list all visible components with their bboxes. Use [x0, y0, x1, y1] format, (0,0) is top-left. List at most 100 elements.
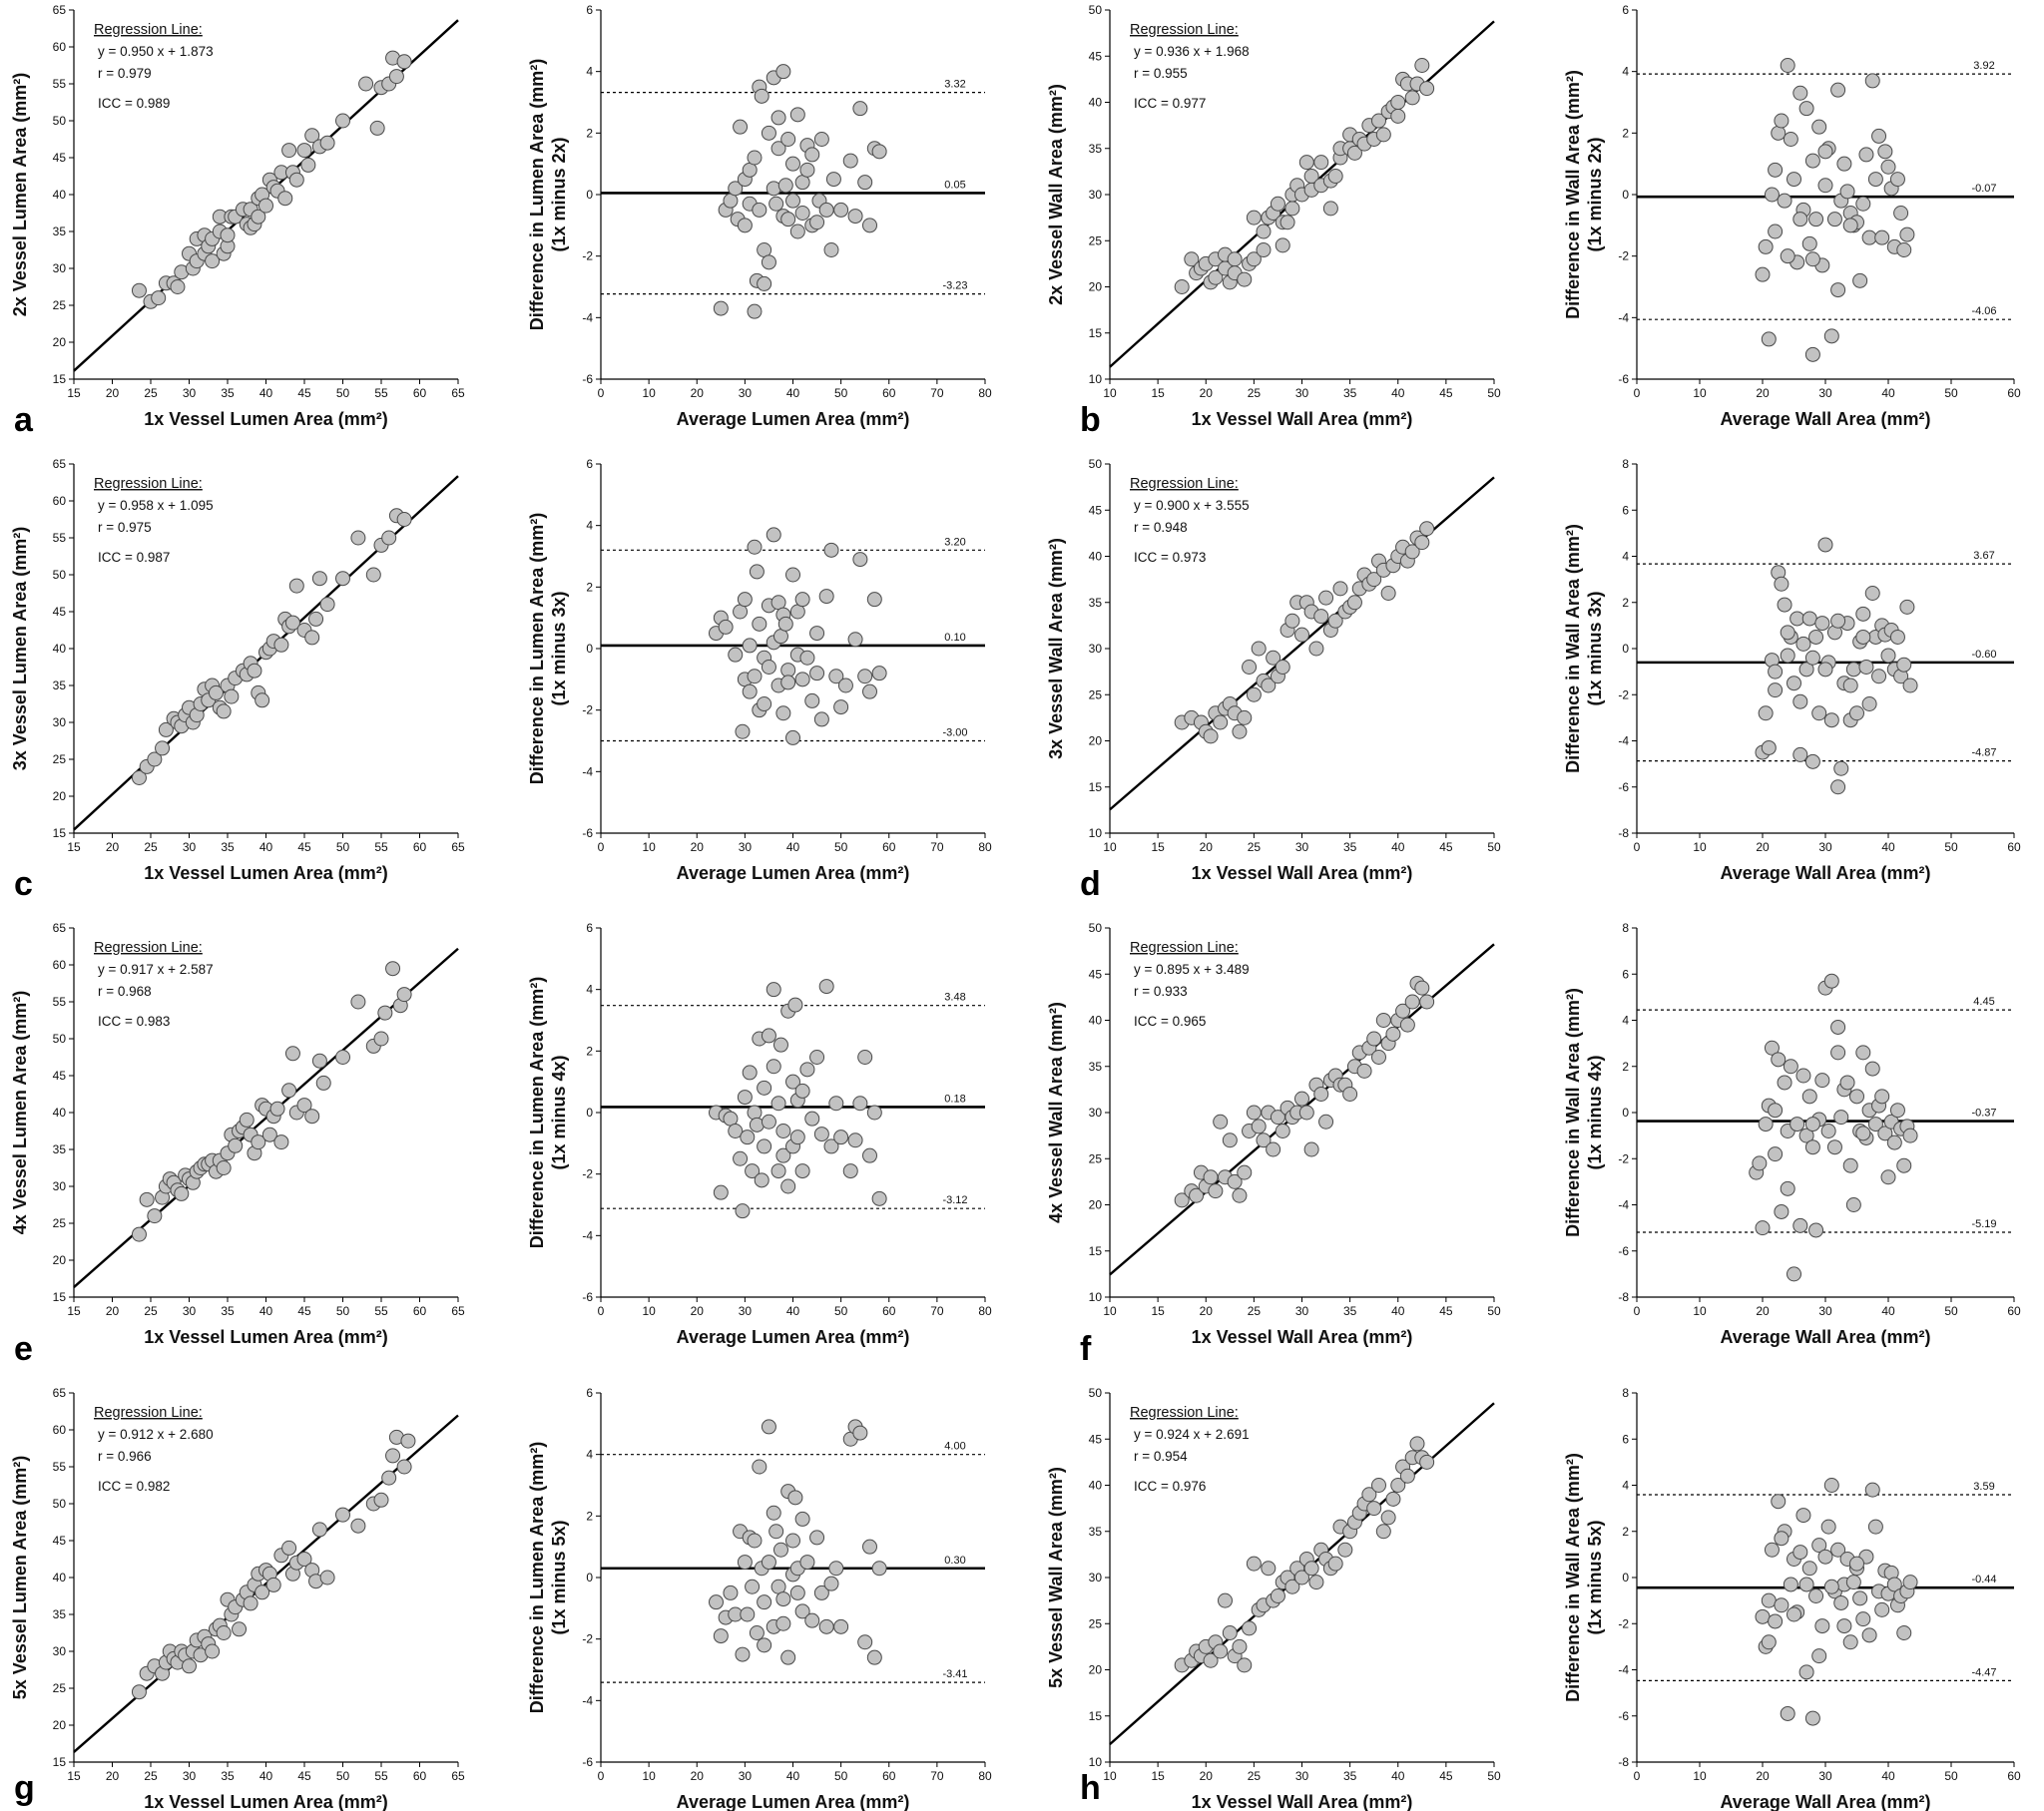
y-tick-label: -8: [1618, 1755, 1629, 1769]
y-tick-label: -6: [582, 372, 593, 386]
y-tick-label: 8: [1622, 457, 1629, 471]
data-point: [1792, 693, 1808, 709]
data-point: [757, 1138, 772, 1154]
data-point: [1804, 251, 1820, 267]
data-point: [1804, 1710, 1820, 1726]
y-tick-label: 30: [1089, 642, 1103, 656]
data-point: [1390, 1478, 1406, 1493]
x-tick-label: 80: [978, 840, 992, 854]
data-point: [737, 1090, 753, 1106]
data-point: [1399, 1017, 1415, 1033]
data-point: [1771, 125, 1787, 141]
x-tick-label: 30: [1295, 1304, 1309, 1318]
panel-letter: f: [1080, 1330, 1092, 1368]
data-point: [216, 1160, 232, 1175]
data-point: [828, 669, 844, 684]
data-point: [315, 1075, 331, 1091]
x-axis-title: Average Wall Area (mm²): [1720, 409, 1930, 429]
y-tick-label: 15: [53, 826, 67, 840]
data-point: [350, 1518, 366, 1534]
icc-value: ICC = 0.987: [98, 550, 170, 565]
x-tick-label: 10: [1693, 840, 1707, 854]
data-point: [770, 110, 786, 126]
x-axis-title: 1x Vessel Lumen Area (mm²): [144, 1327, 387, 1347]
data-point: [1774, 1531, 1789, 1547]
data-point: [770, 141, 786, 157]
data-point: [742, 683, 758, 699]
data-point: [1801, 611, 1817, 627]
data-point: [1771, 1494, 1787, 1510]
data-point: [735, 1646, 751, 1662]
y-tick-label: 25: [1089, 1151, 1103, 1165]
data-point: [1896, 242, 1912, 257]
x-tick-label: 65: [451, 386, 465, 400]
data-point: [1761, 1592, 1777, 1608]
data-point: [1313, 1087, 1329, 1102]
data-point: [1880, 648, 1896, 664]
x-tick-label: 15: [1151, 1304, 1165, 1318]
y-tick-label: 10: [1089, 372, 1103, 386]
data-point: [1830, 779, 1846, 795]
x-tick-label: 70: [930, 1769, 944, 1783]
data-point: [1792, 85, 1808, 101]
x-tick-label: 20: [1200, 1304, 1214, 1318]
data-point: [1855, 1611, 1871, 1627]
x-tick-label: 20: [691, 840, 705, 854]
data-point: [1213, 1114, 1229, 1130]
x-tick-label: 10: [1103, 386, 1117, 400]
data-point: [785, 567, 800, 583]
data-point: [1842, 1634, 1858, 1650]
data-point: [794, 206, 810, 221]
data-point: [388, 69, 404, 85]
data-point: [1874, 1601, 1890, 1617]
line-value-label: 0.10: [944, 632, 965, 644]
y-tick-label: 6: [1622, 967, 1629, 981]
data-point: [232, 1621, 248, 1637]
data-point: [1858, 660, 1874, 675]
data-point: [842, 1163, 858, 1179]
data-point: [1798, 101, 1814, 117]
data-point: [243, 1595, 258, 1611]
data-point: [775, 1124, 791, 1138]
x-tick-label: 60: [882, 1769, 896, 1783]
data-point: [311, 571, 327, 587]
y-tick-label: 0: [1622, 188, 1629, 202]
y-tick-label: 25: [1089, 233, 1103, 247]
y-tick-label: 4: [1622, 1479, 1629, 1493]
x-tick-label: 30: [183, 1769, 197, 1783]
data-point: [277, 191, 293, 207]
data-point: [772, 1542, 788, 1558]
data-point: [1768, 682, 1784, 698]
x-tick-label: 20: [106, 840, 120, 854]
data-point: [1789, 1117, 1805, 1132]
regression-equation: y = 0.950 x + 1.873: [98, 44, 214, 59]
regression-heading: Regression Line:: [94, 1405, 203, 1421]
regression-heading: Regression Line:: [1130, 1405, 1239, 1421]
data-point: [1836, 156, 1852, 172]
data-point: [377, 1005, 393, 1021]
data-point: [396, 1459, 412, 1475]
x-tick-label: 50: [1487, 840, 1501, 854]
data-point: [1203, 728, 1219, 744]
data-point: [1845, 662, 1861, 678]
y-tick-label: 45: [53, 1069, 67, 1083]
data-point: [761, 1028, 776, 1044]
data-point: [794, 1083, 810, 1099]
data-point: [852, 1096, 868, 1112]
data-point: [1886, 1134, 1902, 1150]
data-point: [147, 751, 163, 767]
x-tick-label: 0: [1634, 840, 1641, 854]
data-point: [1275, 660, 1290, 675]
x-axis-title: 1x Vessel Wall Area (mm²): [1192, 1792, 1413, 1811]
y-tick-label: -4: [582, 310, 593, 324]
data-point: [1780, 58, 1795, 73]
x-axis-title: Average Lumen Area (mm²): [677, 409, 910, 429]
x-tick-label: 35: [221, 386, 235, 400]
y-tick-label: 0: [586, 1571, 593, 1585]
data-point: [1867, 172, 1883, 188]
x-tick-label: 20: [1756, 1304, 1770, 1318]
y-tick-label: 20: [53, 1718, 67, 1732]
data-point: [754, 1172, 769, 1188]
data-point: [785, 193, 800, 209]
data-point: [777, 178, 793, 194]
